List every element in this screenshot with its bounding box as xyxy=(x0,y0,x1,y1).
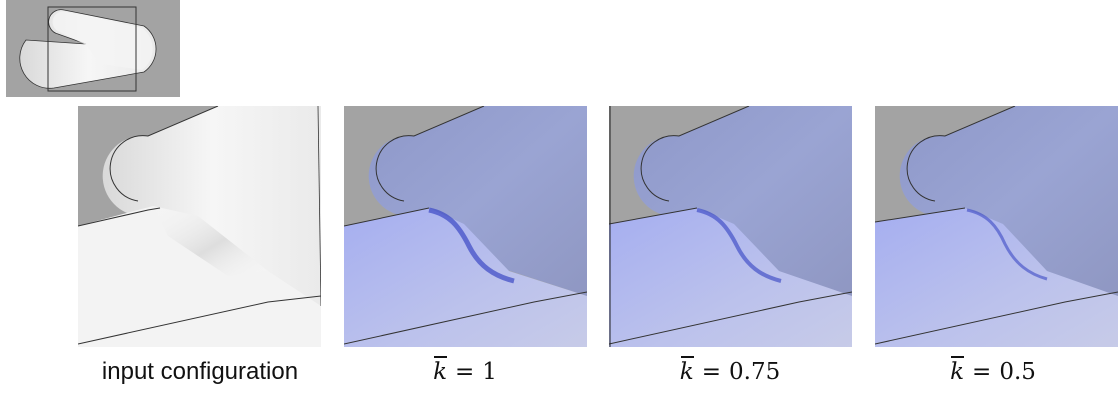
k-bar-symbol: k xyxy=(680,352,694,392)
panel-k-1 xyxy=(344,106,587,347)
k-bar-symbol: k xyxy=(950,352,964,392)
k-value: 1 xyxy=(482,359,497,385)
equals-sign: = xyxy=(701,359,721,385)
overview-thumbnail xyxy=(6,0,180,97)
caption-input-configuration: input configuration xyxy=(101,358,299,385)
caption-k-0-5: k = 0.5 xyxy=(868,352,1118,392)
equals-sign: = xyxy=(455,359,475,385)
k-bar-symbol: k xyxy=(433,352,447,392)
panel-k-0-5 xyxy=(875,106,1118,347)
equals-sign: = xyxy=(972,359,992,385)
panel-k-0-75 xyxy=(609,106,852,347)
k-value: 0.5 xyxy=(999,359,1036,385)
k-value: 0.75 xyxy=(729,359,781,385)
caption-k-1: k = 1 xyxy=(340,352,590,392)
panel-input-configuration xyxy=(78,106,321,347)
zoom-region-box xyxy=(47,6,137,92)
caption-k-0-75: k = 0.75 xyxy=(605,352,855,392)
